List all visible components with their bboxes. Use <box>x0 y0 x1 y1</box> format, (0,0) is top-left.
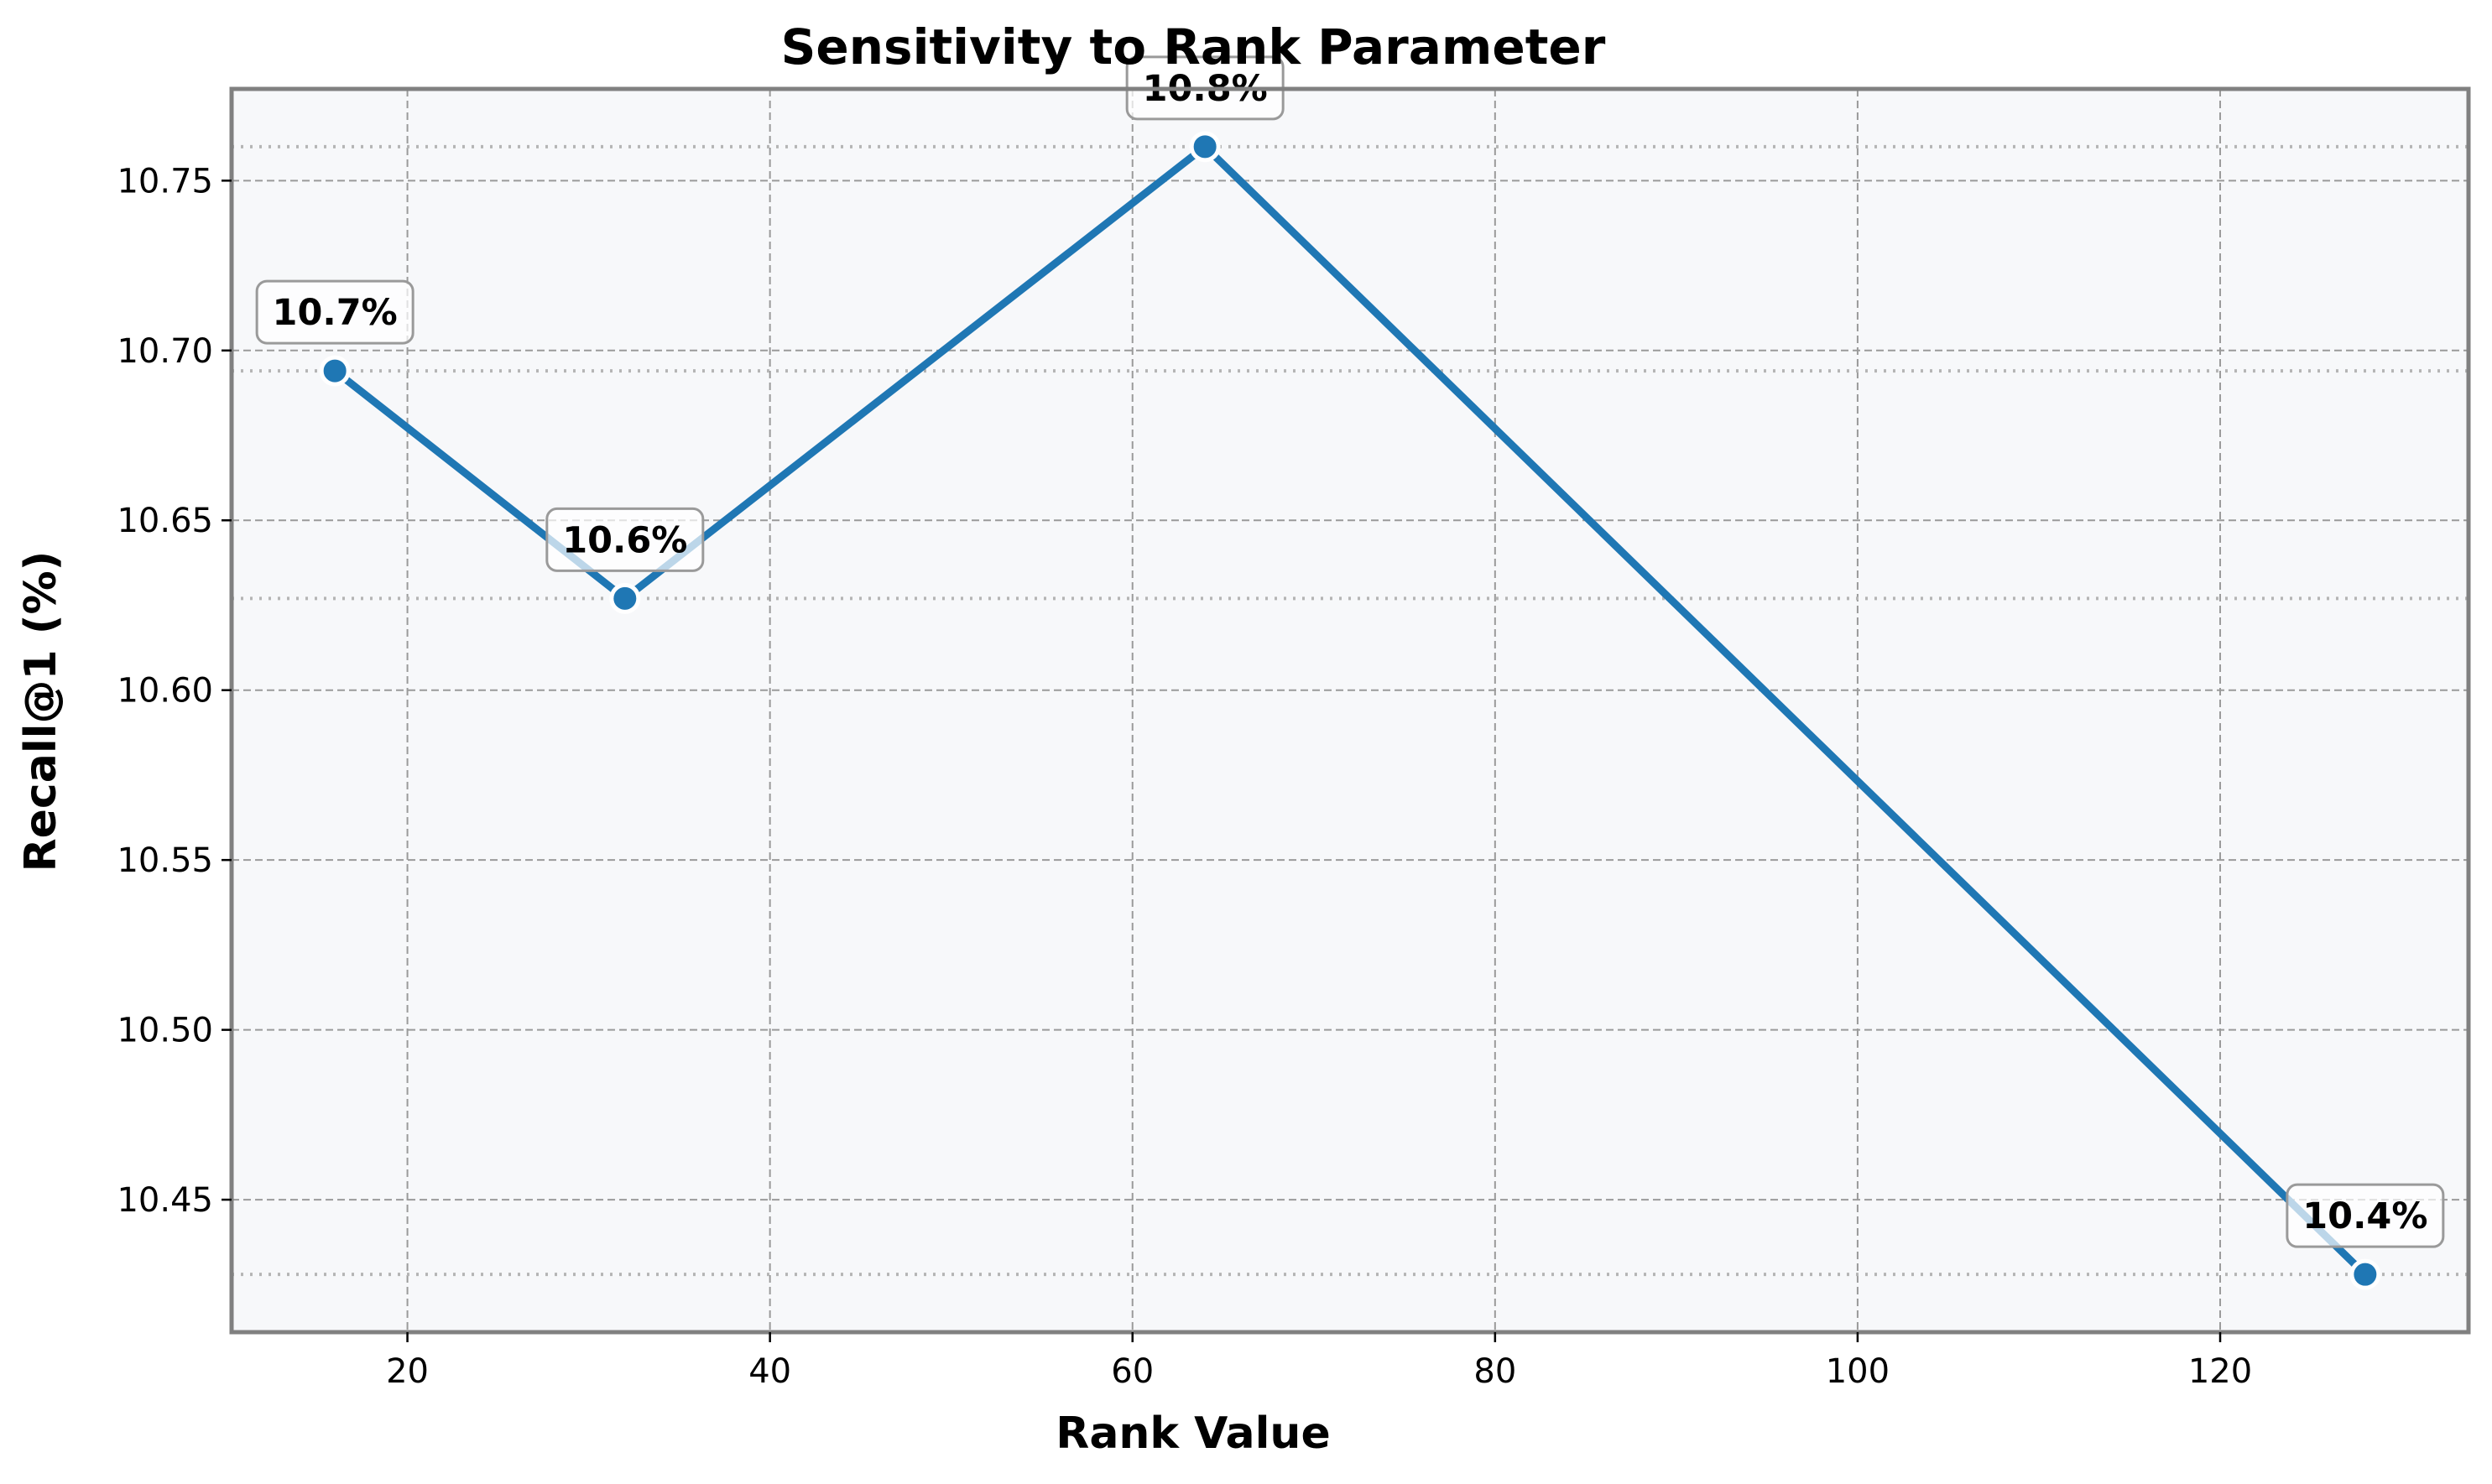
series-layer <box>331 143 2369 1278</box>
plot-area <box>232 89 2469 1332</box>
x-tick-label: 40 <box>748 1352 791 1391</box>
y-axis-label: Recall@1 (%) <box>16 551 66 872</box>
data-point <box>609 582 641 614</box>
data-label-box <box>2286 1183 2445 1248</box>
y-tick-label: 10.55 <box>117 841 213 880</box>
chart-title: Sensitivity to Rank Parameter <box>781 18 1606 76</box>
series-line-recall <box>331 143 2369 1278</box>
data-label: 10.7% <box>255 279 414 345</box>
y-tick-label: 10.65 <box>117 502 213 540</box>
y-tick-label: 10.50 <box>117 1012 213 1050</box>
data-label-text: 10.4% <box>2302 1195 2427 1237</box>
data-point <box>319 355 351 387</box>
data-point <box>2349 1258 2381 1290</box>
data-label-text: 10.7% <box>273 292 398 334</box>
x-axis-ticks: 20 40 60 80 100 120 <box>386 1332 2252 1391</box>
x-tick-label: 100 <box>1826 1352 1890 1391</box>
y-tick-label: 10.70 <box>117 332 213 371</box>
y-axis-ticks: 10.45 10.50 10.55 10.60 10.65 10.70 10.75 <box>117 162 232 1220</box>
x-tick-label: 60 <box>1111 1352 1154 1391</box>
y-tick-label: 10.60 <box>117 672 213 711</box>
grid-lines <box>232 89 2469 1332</box>
x-axis-label: Rank Value <box>1056 1408 1330 1459</box>
data-label: 10.6% <box>545 507 705 572</box>
y-tick-label: 10.45 <box>117 1181 213 1220</box>
plot-frame <box>229 86 2471 1335</box>
data-label-box <box>255 279 414 345</box>
data-label-text: 10.6% <box>562 519 687 561</box>
x-tick-label: 20 <box>386 1352 429 1391</box>
x-tick-label: 120 <box>2188 1352 2252 1391</box>
y-tick-label: 10.75 <box>117 162 213 200</box>
data-label: 10.4% <box>2286 1183 2445 1248</box>
data-label-box <box>545 507 705 572</box>
data-markers <box>319 131 2381 1290</box>
reference-lines <box>232 144 2469 1277</box>
data-point <box>1189 131 1221 163</box>
x-tick-label: 80 <box>1473 1352 1516 1391</box>
